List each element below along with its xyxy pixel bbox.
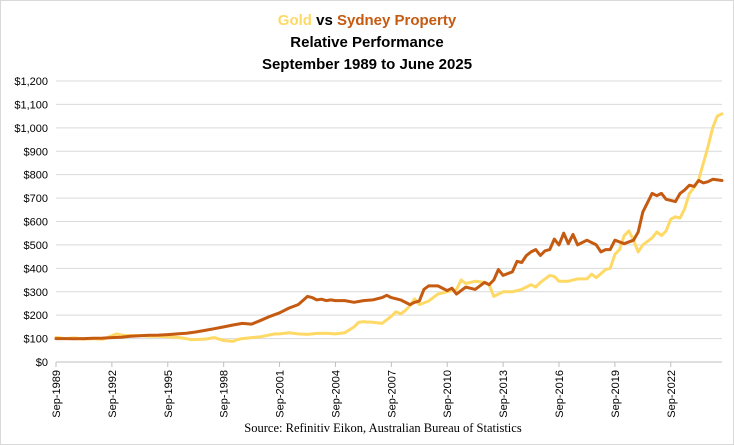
y-tick-label: $800: [24, 170, 48, 182]
x-tick-label: Sep-1992: [107, 370, 119, 418]
y-tick-label: $1,000: [14, 123, 48, 135]
y-tick-label: $600: [24, 217, 48, 229]
series-line-gold: [54, 112, 724, 343]
x-axis: [55, 361, 722, 367]
source-note: Source: Refinitiv Eikon, Australian Bure…: [244, 421, 522, 435]
x-tick-label: Sep-2019: [610, 370, 622, 418]
title-property-word: Sydney Property: [337, 12, 457, 29]
y-tick-label: $400: [24, 263, 48, 275]
x-tick-label: Sep-2013: [498, 370, 510, 418]
y-axis-tick-labels: $0 $100 $200 $300 $400 $500 $600 $700 $800 $900 $1…: [14, 76, 48, 369]
x-tick-label: Sep-2007: [386, 370, 398, 418]
title-vs-word: vs: [312, 12, 337, 29]
y-tick-label: $1,100: [14, 99, 48, 111]
y-tick-label: $300: [24, 287, 48, 299]
chart-title-line3: September 1989 to June 2025: [262, 56, 472, 73]
y-tick-label: $500: [24, 240, 48, 252]
x-tick-label: Sep-2004: [330, 370, 342, 418]
chart-title-line2: Relative Performance: [290, 34, 443, 51]
x-tick-label: Sep-2010: [442, 370, 454, 418]
y-tick-label: $100: [24, 334, 48, 346]
y-tick-label: $700: [24, 193, 48, 205]
x-tick-label: Sep-1995: [163, 370, 175, 418]
series-line-sydney-property: [54, 177, 724, 341]
gridlines: [56, 80, 722, 340]
y-tick-label: $1,200: [14, 76, 48, 88]
y-tick-label: $900: [24, 146, 48, 158]
x-axis-tick-labels: Sep-1989 Sep-1992 Sep-1995 Sep-1998 Sep-2001…: [51, 370, 678, 418]
chart-title-line1: Gold vs Sydney Property: [278, 12, 457, 29]
series-lines: [54, 112, 724, 343]
x-tick-label: Sep-1998: [219, 370, 231, 418]
x-tick-label: Sep-2001: [275, 370, 287, 418]
title-gold-word: Gold: [278, 12, 312, 29]
y-tick-label: $0: [36, 357, 48, 369]
x-tick-label: Sep-1989: [51, 370, 63, 418]
x-tick-label: Sep-2022: [666, 370, 678, 418]
y-tick-label: $200: [24, 310, 48, 322]
x-tick-label: Sep-2016: [554, 370, 566, 418]
